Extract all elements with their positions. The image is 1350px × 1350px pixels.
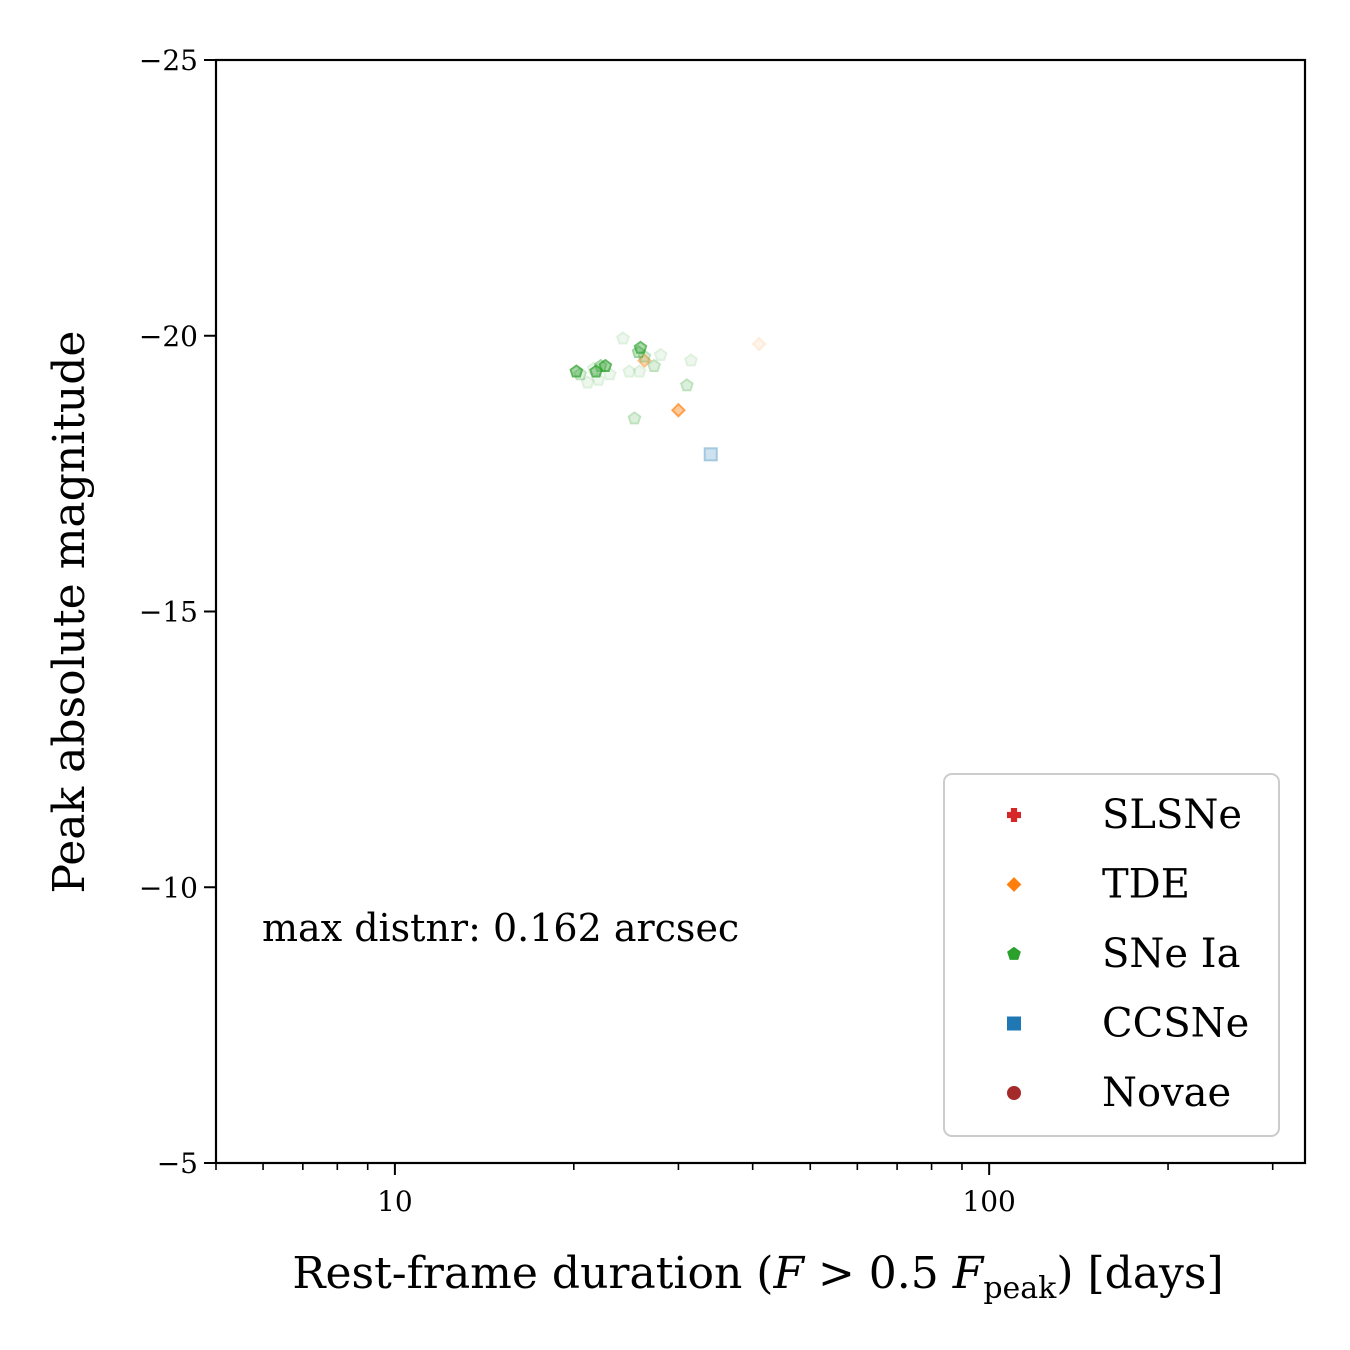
y-axis-label: Peak absolute magnitude — [44, 331, 95, 894]
legend-label-ccsne: CCSNe — [1102, 1001, 1249, 1047]
legend-marker-sne-ia — [1007, 946, 1021, 960]
x-axis: 10 100 — [215, 1163, 1274, 1218]
data-point-sne-ia — [569, 364, 584, 378]
y-tick-label: −20 — [139, 320, 198, 353]
legend-marker-slsne — [1007, 808, 1021, 822]
data-point-sne-ia — [627, 411, 642, 425]
data-point-tde — [751, 336, 767, 352]
legend-marker-ccsne — [1007, 1016, 1021, 1031]
legend-label-novae: Novae — [1102, 1070, 1231, 1116]
data-point-sne-ia — [653, 347, 668, 361]
x-axis-label-end: ) [days] — [1056, 1248, 1223, 1299]
data-point-sne-ia — [633, 340, 648, 354]
data-point-sne-ia — [616, 331, 630, 345]
data-point-sne-ia — [598, 358, 613, 372]
data-point-tde — [637, 353, 652, 368]
data-point-sne-ia — [680, 378, 694, 392]
data-point-sne-ia — [591, 372, 606, 386]
y-tick-label: −5 — [157, 1147, 198, 1180]
data-point-sne-ia — [602, 367, 617, 381]
x-axis-label-sub: peak — [983, 1271, 1057, 1306]
legend-marker-novae — [1007, 1086, 1021, 1100]
y-tick-label: −15 — [139, 596, 198, 629]
data-point-sne-ia — [573, 367, 588, 381]
legend-box — [943, 773, 1280, 1137]
legend: SLSNe TDE SNe Ia CCSNe Novae — [943, 773, 1280, 1137]
data-point-sne-ia — [580, 375, 595, 389]
x-tick-label: 100 — [962, 1185, 1015, 1218]
data-point-sne-ia — [647, 358, 661, 372]
annotation-max-distnr: max distnr: 0.162 arcsec — [262, 906, 739, 950]
legend-label-sne-ia: SNe Ia — [1102, 931, 1240, 977]
x-axis-label-op: > 0.5 — [804, 1248, 953, 1299]
legend-label-tde: TDE — [1102, 862, 1190, 908]
legend-label-slsne: SLSNe — [1102, 792, 1242, 838]
x-axis-label-var: F — [772, 1248, 805, 1299]
x-axis-label: Rest-frame duration (F > 0.5 Fpeak) [day… — [292, 1248, 1223, 1306]
data-point-tde — [671, 402, 686, 418]
data-point-sne-ia — [632, 364, 647, 378]
data-point-sne-ia — [684, 353, 698, 367]
data-point-ccsne — [703, 447, 718, 462]
y-tick-label: −25 — [139, 44, 198, 77]
plot-marks — [569, 331, 767, 462]
y-axis: −25 −20 −15 −10 −5 — [139, 44, 216, 1180]
data-point-sne-ia — [622, 364, 637, 378]
x-axis-label-var2: F — [952, 1248, 985, 1299]
legend-items: SLSNe TDE SNe Ia CCSNe Novae — [1006, 792, 1249, 1116]
y-tick-label: −10 — [139, 871, 198, 904]
x-tick-label: 10 — [377, 1185, 413, 1218]
legend-marker-tde — [1006, 877, 1022, 892]
data-point-sne-ia — [637, 349, 652, 363]
x-axis-label-main: Rest-frame duration ( — [292, 1248, 773, 1299]
